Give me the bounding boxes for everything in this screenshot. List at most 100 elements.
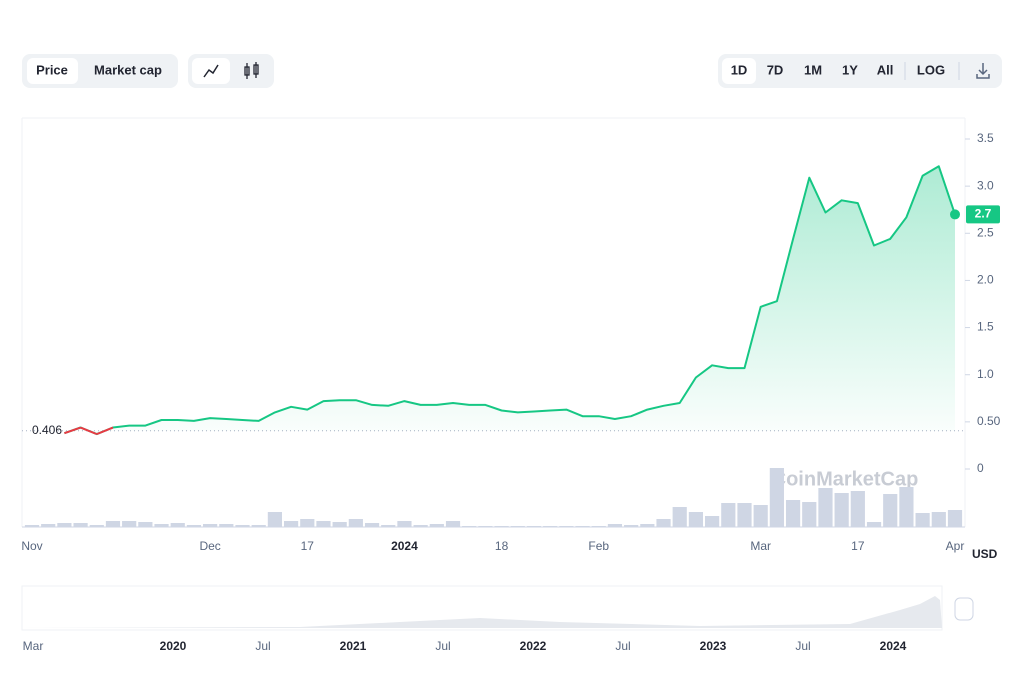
volume-bar (559, 526, 574, 527)
y-tick-label: 1.0 (977, 367, 994, 381)
volume-bar (267, 512, 282, 527)
volume-bar (381, 525, 396, 527)
candle-icon[interactable] (244, 62, 259, 79)
volume-bar (283, 521, 299, 527)
y-tick-label: 2.0 (977, 273, 994, 287)
line-icon (203, 64, 219, 78)
x-tick-label: Feb (588, 539, 609, 553)
baseline-label: 0.406 (32, 423, 62, 437)
volume-bar (931, 512, 946, 527)
volume-bar (607, 524, 623, 527)
volume-bar (364, 523, 380, 527)
range-button[interactable]: 7D (767, 62, 784, 77)
volume-bar (413, 525, 428, 527)
volume-bar (170, 523, 185, 527)
down-segment (64, 426, 81, 435)
volume-bar (462, 526, 477, 527)
range-button[interactable]: 1M (804, 62, 822, 77)
volume-bar (478, 526, 493, 527)
range-button[interactable]: 1Y (842, 62, 858, 77)
navigator-label: 2024 (880, 639, 907, 653)
navigator-label: 2020 (160, 639, 187, 653)
volume-bar (624, 525, 639, 527)
volume-bar (300, 519, 315, 527)
volume-bar (640, 524, 655, 527)
down-segment (96, 426, 114, 436)
volume-bar (850, 491, 865, 527)
navigator-label: Jul (255, 639, 270, 653)
navigator-label: Jul (435, 639, 450, 653)
navigator-label: Jul (795, 639, 810, 653)
volume-bar (721, 503, 736, 527)
volume-bar (510, 526, 525, 527)
volume-bar (543, 526, 558, 527)
watermark: CoinMarketCap (772, 468, 919, 490)
navigator-label: 2023 (700, 639, 727, 653)
volume-bar (105, 521, 121, 527)
volume-bar (251, 525, 266, 527)
navigator-area (22, 596, 942, 628)
navigator-handle[interactable] (954, 597, 974, 621)
log-button[interactable]: LOG (917, 62, 945, 77)
volume-bar (834, 493, 849, 527)
volume-bar (332, 522, 347, 527)
volume-bar (672, 507, 687, 527)
volume-bar (203, 524, 218, 527)
volume-bar (591, 526, 606, 527)
volume-bar (947, 510, 963, 527)
last-point (950, 209, 960, 220)
volume-bar (883, 494, 898, 527)
volume-bar (122, 521, 137, 527)
download-button[interactable] (976, 63, 990, 79)
volume-bar (899, 487, 914, 527)
down-segment (80, 426, 98, 436)
volume-bar (57, 523, 72, 527)
volume-bar (154, 524, 169, 527)
volume-bar (705, 516, 720, 527)
volume-bar (348, 519, 363, 527)
volume-bar (688, 512, 704, 527)
y-unit: USD (972, 547, 998, 561)
volume-bar (526, 526, 542, 527)
x-tick-label: Apr (946, 539, 965, 553)
x-tick-label: Dec (199, 539, 220, 553)
volume-bar (575, 526, 590, 527)
volume-bar (818, 488, 833, 527)
volume-bar (785, 500, 801, 527)
volume-bar (915, 513, 930, 527)
range-button[interactable]: All (877, 62, 894, 77)
navigator-label: 2021 (340, 639, 367, 653)
volume-bar (753, 505, 768, 527)
y-tick-label: 3.5 (977, 131, 994, 145)
volume-bar (138, 522, 153, 527)
volume-bar (41, 524, 56, 527)
x-tick-label: 2024 (391, 539, 418, 553)
volume-bar (73, 523, 88, 527)
range-toggle (718, 54, 1002, 88)
volume-bar (494, 526, 509, 527)
navigator-label: 2022 (520, 639, 547, 653)
range-button[interactable]: 1D (731, 62, 748, 77)
price-button[interactable]: Price (36, 62, 68, 77)
y-tick-label: 3.0 (977, 178, 994, 192)
x-tick-label: 17 (851, 539, 865, 553)
volume-bar (737, 503, 752, 527)
x-tick-label: 18 (495, 539, 509, 553)
volume-bar (656, 519, 671, 527)
y-tick-label: 2.5 (977, 225, 994, 239)
volume-bar (397, 521, 412, 527)
volume-bar (24, 525, 40, 527)
volume-bar (219, 524, 234, 527)
volume-bar (235, 525, 250, 527)
volume-bar (316, 521, 331, 527)
price-badge (966, 205, 1000, 224)
market-cap-button[interactable]: Market cap (94, 62, 162, 77)
y-tick-label: 0 (977, 461, 984, 475)
volume-bar (186, 525, 202, 527)
y-tick-label: 1.5 (977, 320, 994, 334)
navigator-label: Mar (23, 639, 44, 653)
volume-bar (429, 524, 444, 527)
x-tick-label: 17 (301, 539, 315, 553)
volume-bar (445, 521, 461, 527)
